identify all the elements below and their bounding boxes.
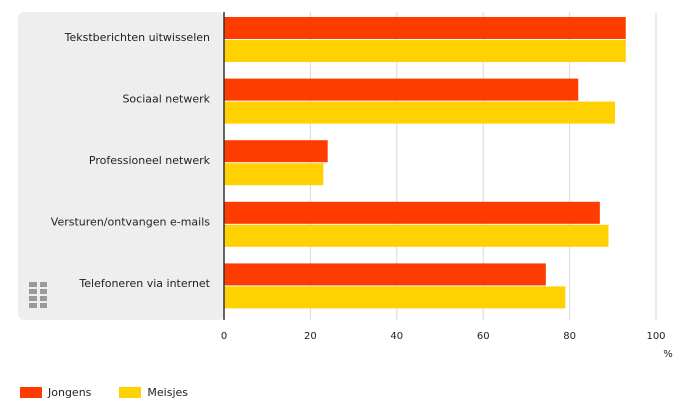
x-tick-label: 40 [390, 331, 403, 342]
legend: Jongens Meisjes [20, 386, 216, 399]
x-tick-label: 0 [221, 331, 227, 342]
category-label: Versturen/ontvangen e-mails [51, 216, 210, 229]
label-panel [18, 12, 224, 320]
category-label: Telefoneren via internet [78, 277, 210, 290]
bars [224, 17, 626, 309]
tick-labels: 0 20 40 60 80 100 [221, 331, 666, 342]
category-label: Professioneel netwerk [89, 154, 211, 167]
legend-item-meisjes: Meisjes [119, 386, 188, 399]
bar-meisjes [224, 163, 324, 186]
x-tick-label: 80 [563, 331, 576, 342]
bar-meisjes [224, 40, 626, 62]
cbs-logo-icon [29, 282, 47, 308]
bar-jongens [224, 201, 600, 224]
bar-meisjes [224, 224, 609, 247]
category-labels: Tekstberichten uitwisselen Sociaal netwer… [51, 31, 211, 290]
category-label: Sociaal netwerk [122, 92, 210, 105]
legend-item-jongens: Jongens [20, 386, 91, 399]
x-tick-label: 20 [304, 331, 317, 342]
category-label: Tekstberichten uitwisselen [64, 31, 210, 44]
legend-label-jongens: Jongens [48, 386, 92, 399]
bar-meisjes [224, 101, 615, 124]
bar-jongens [224, 17, 626, 39]
legend-swatch-meisjes [119, 387, 142, 398]
bar-jongens [224, 140, 328, 163]
chart: Tekstberichten uitwisselen Sociaal netwer… [18, 12, 673, 360]
legend-label-meisjes: Meisjes [147, 386, 189, 399]
bar-jongens [224, 78, 579, 101]
legend-swatch-jongens [20, 387, 42, 398]
x-unit-label: % [663, 349, 673, 360]
bar-jongens [224, 263, 546, 286]
x-tick-label: 60 [477, 331, 490, 342]
bar-meisjes [224, 286, 566, 309]
x-tick-label: 100 [646, 331, 665, 342]
